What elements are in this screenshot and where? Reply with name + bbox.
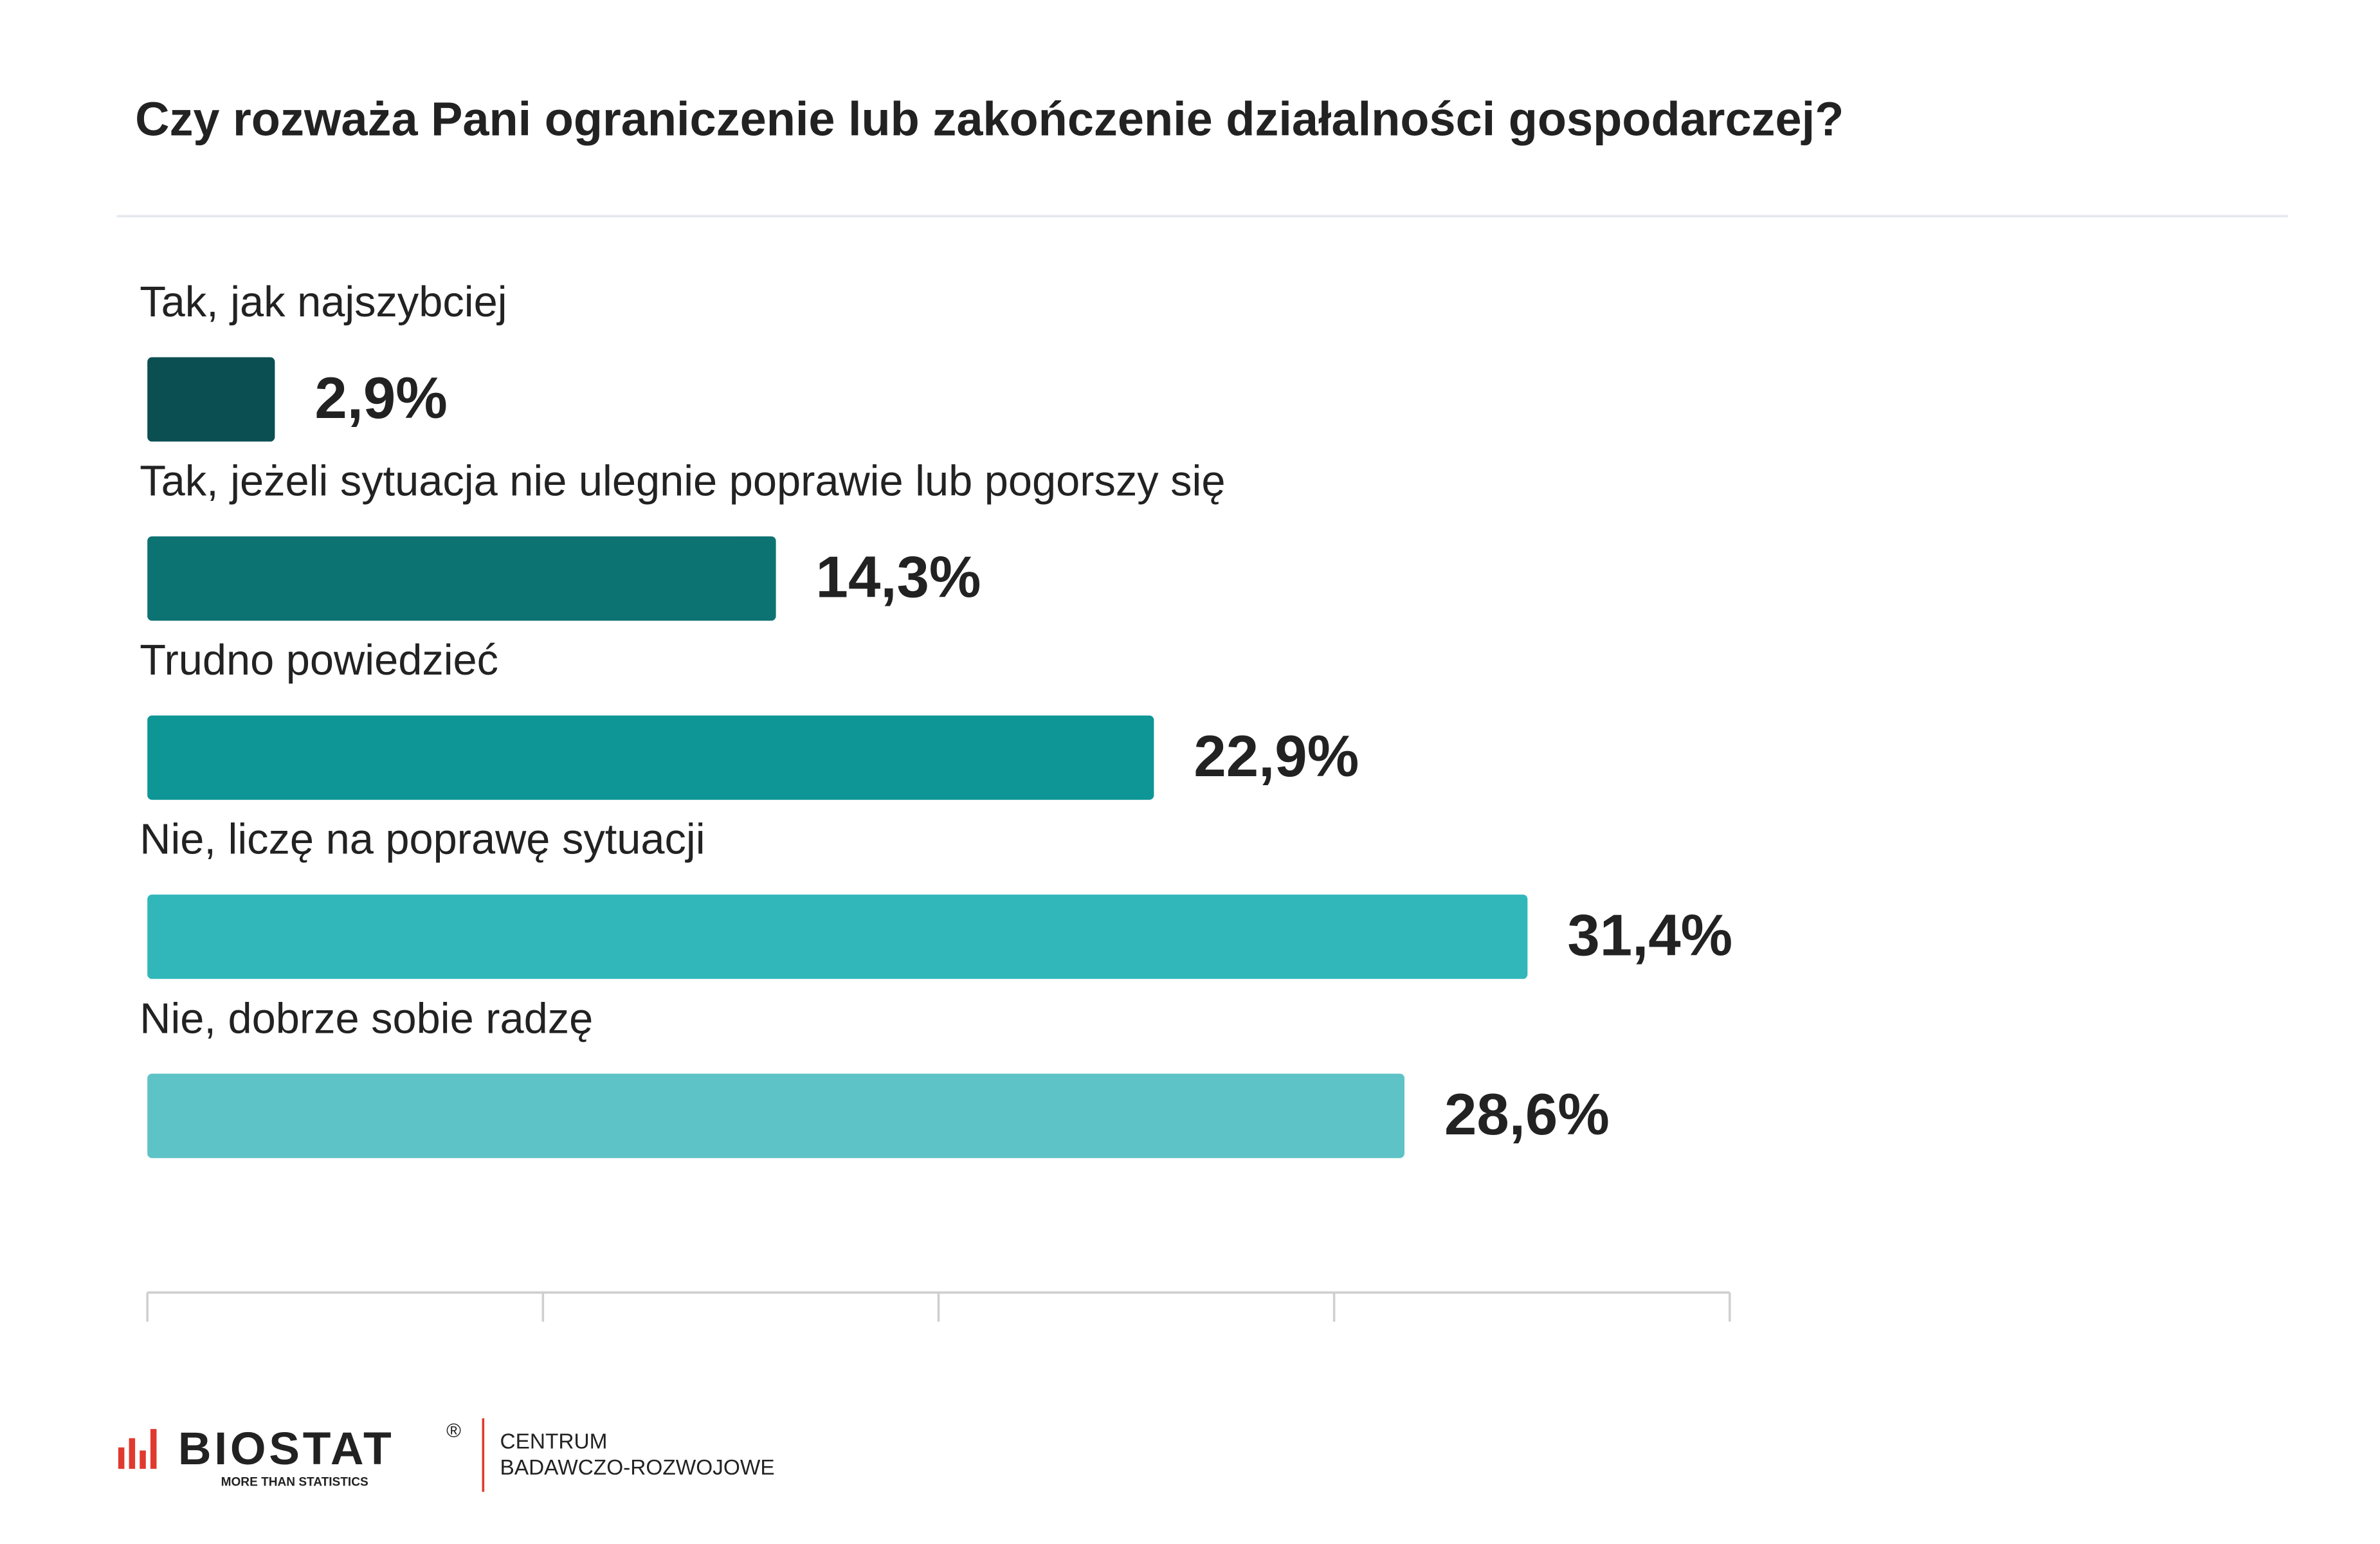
value-label: 14,3% <box>816 545 981 610</box>
category-label: Tak, jak najszybciej <box>140 278 507 326</box>
value-label: 31,4% <box>1567 903 1732 968</box>
bar <box>147 895 1528 979</box>
logo-icon <box>118 1447 125 1469</box>
unit-line: BADAWCZO-ROZWOJOWE <box>500 1456 775 1480</box>
bar <box>147 715 1154 800</box>
logo: BIOSTAT ® MORE THAN STATISTICS CENTRUM B… <box>118 1418 775 1492</box>
category-label: Tak, jeżeli sytuacja nie ulegnie poprawi… <box>140 458 1225 505</box>
logo-text: BIOSTAT <box>178 1423 395 1475</box>
logo-icon <box>140 1450 146 1469</box>
value-label: 22,9% <box>1194 724 1359 789</box>
value-label: 28,6% <box>1444 1082 1610 1147</box>
category-label: Nie, liczę na poprawę sytuacji <box>140 816 705 864</box>
bar <box>147 357 275 442</box>
category-label: Trudno powiedzieć <box>140 637 498 684</box>
unit-line: CENTRUM <box>500 1430 608 1453</box>
bar <box>147 536 776 621</box>
logo-registered: ® <box>446 1419 461 1442</box>
value-label: 2,9% <box>314 366 448 431</box>
chart-title: Czy rozważa Pani ograniczenie lub zakońc… <box>135 92 1844 145</box>
bar <box>147 1073 1404 1158</box>
logo-icon <box>129 1438 136 1469</box>
logo-icon <box>150 1429 157 1469</box>
category-label: Nie, dobrze sobie radzę <box>140 995 593 1042</box>
logo-tagline: MORE THAN STATISTICS <box>221 1476 368 1489</box>
